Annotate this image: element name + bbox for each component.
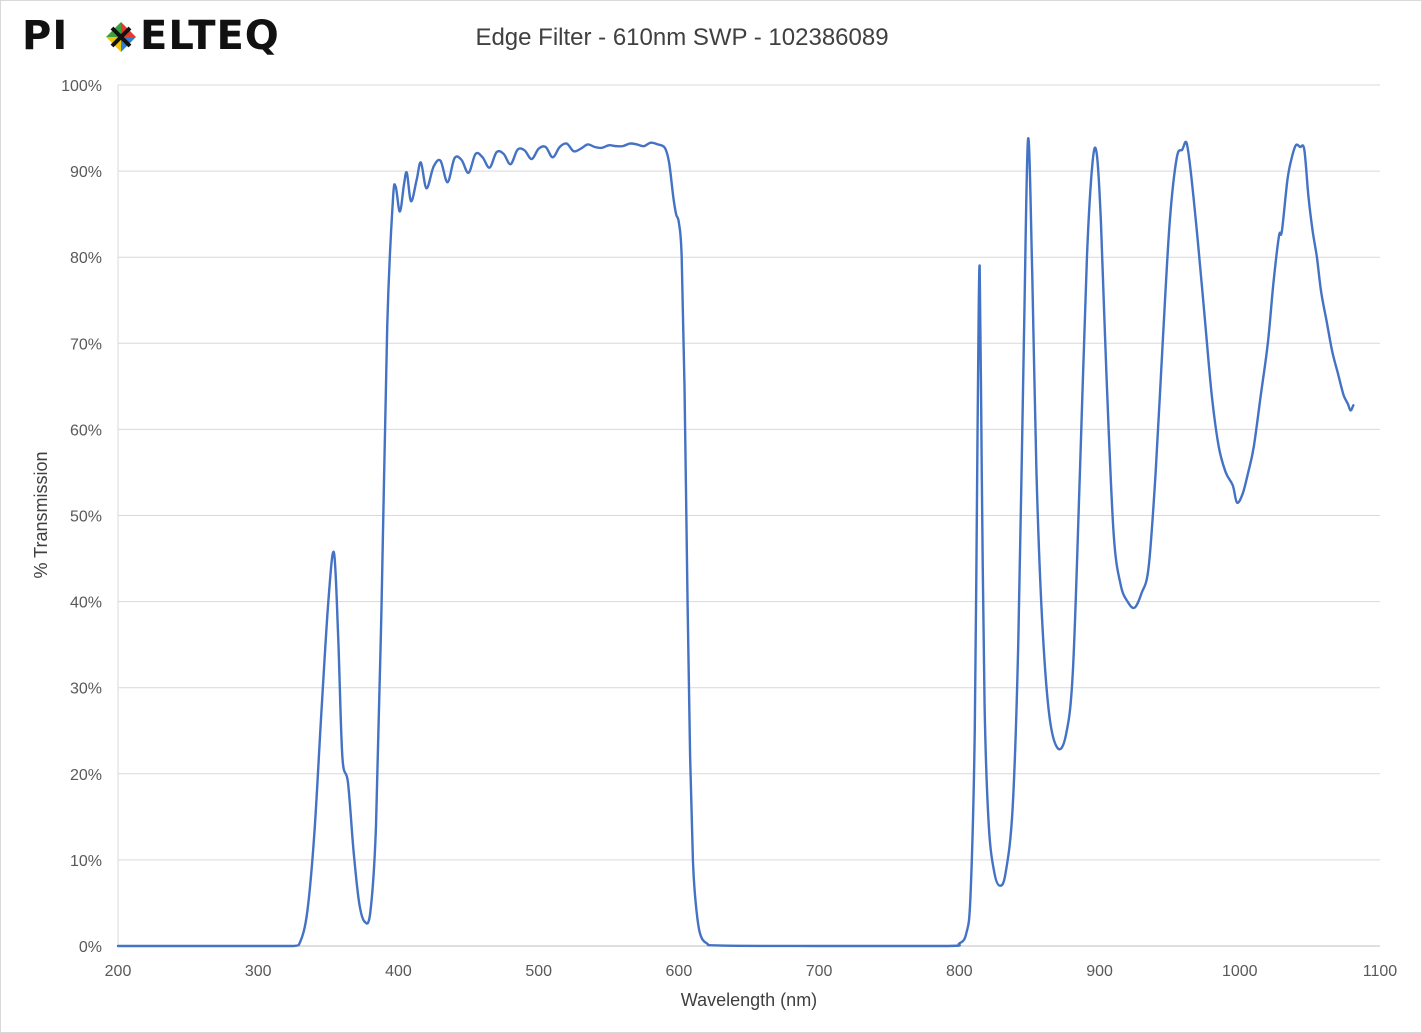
gridlines (117, 84, 1380, 947)
y-tick-label: 0% (79, 939, 102, 956)
y-tick-labels: 0% 10% 20% 30% 40% 50% 60% 70% 80% 90% 100% (61, 78, 102, 956)
x-tick-labels: 200 300 400 500 600 700 800 900 1000 1100 (105, 963, 1398, 980)
pixelteq-logo: PI ELTEQ (22, 14, 312, 58)
x-tick-label: 900 (1086, 963, 1113, 980)
x-axis-title: Wavelength (nm) (681, 990, 817, 1010)
y-tick-label: 50% (70, 509, 102, 526)
x-tick-label: 500 (525, 963, 552, 980)
y-axis-title: % Transmission (31, 451, 51, 578)
y-tick-label: 10% (70, 853, 102, 870)
y-tick-label: 100% (61, 78, 102, 95)
y-tick-label: 90% (70, 164, 102, 181)
x-tick-label: 200 (105, 963, 132, 980)
chart-title: Edge Filter - 610nm SWP - 102386089 (475, 24, 889, 51)
x-tick-label: 800 (946, 963, 973, 980)
x-tick-label: 1000 (1222, 963, 1258, 980)
y-tick-label: 80% (70, 250, 102, 267)
y-tick-label: 60% (70, 422, 102, 439)
y-tick-label: 70% (70, 336, 102, 353)
x-tick-label: 1100 (1363, 963, 1398, 980)
transmission-line (116, 137, 1355, 948)
logo-text-left: PI (22, 13, 69, 59)
y-tick-label: 40% (70, 595, 102, 612)
x-tick-label: 300 (245, 963, 272, 980)
x-tick-label: 400 (385, 963, 412, 980)
logo-mark-icon (106, 22, 136, 52)
x-tick-label: 700 (806, 963, 833, 980)
logo-text-right: ELTEQ (140, 13, 280, 59)
x-tick-label: 600 (666, 963, 693, 980)
y-tick-label: 20% (70, 767, 102, 784)
y-tick-label: 30% (70, 681, 102, 698)
